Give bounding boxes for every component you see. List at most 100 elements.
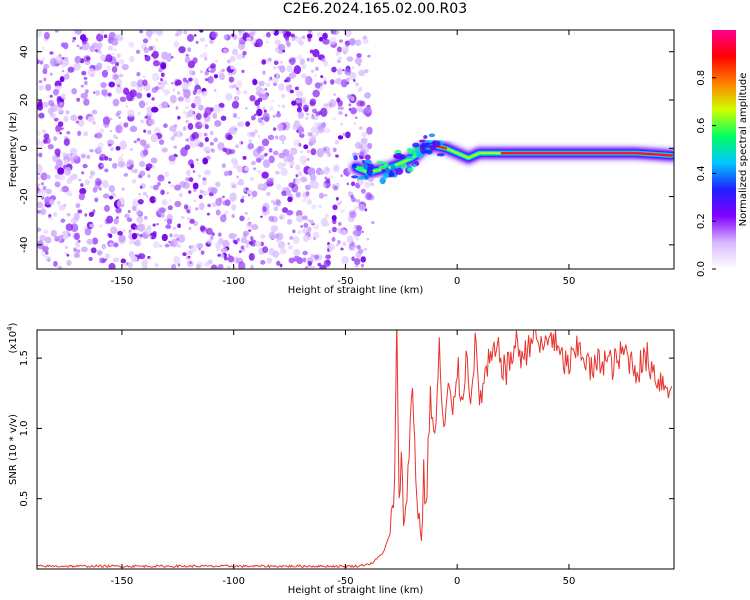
noise-speckle	[85, 37, 89, 42]
noise-speckle	[74, 56, 81, 64]
noise-speckle	[112, 162, 118, 169]
noise-speckle	[312, 48, 320, 58]
noise-speckle	[248, 241, 254, 245]
noise-speckle	[178, 46, 186, 54]
noise-speckle	[130, 255, 138, 263]
noise-speckle	[204, 106, 212, 116]
noise-speckle	[248, 229, 252, 232]
noise-speckle	[106, 65, 111, 71]
noise-speckle	[49, 51, 54, 55]
noise-speckle	[336, 59, 342, 64]
noise-speckle	[81, 41, 90, 51]
noise-speckle	[161, 147, 168, 153]
noise-speckle	[297, 230, 302, 235]
noise-speckle	[127, 209, 131, 214]
noise-speckle	[273, 66, 277, 70]
noise-speckle	[37, 130, 41, 136]
noise-speckle	[261, 138, 270, 147]
noise-speckle	[228, 232, 236, 240]
noise-speckle	[60, 218, 66, 223]
noise-speckle	[118, 73, 124, 78]
noise-speckle	[56, 131, 60, 135]
ridge-blob	[366, 168, 373, 176]
ridge-blob	[385, 168, 391, 174]
x-tick-label: -100	[222, 576, 245, 587]
noise-speckle	[336, 46, 342, 53]
noise-speckle	[331, 66, 337, 73]
noise-speckle	[228, 84, 234, 89]
noise-speckle	[186, 209, 190, 213]
noise-speckle	[66, 253, 70, 257]
noise-speckle	[232, 48, 239, 56]
noise-speckle	[188, 226, 192, 231]
noise-speckle	[288, 72, 297, 79]
noise-speckle	[364, 248, 367, 251]
noise-speckle	[106, 215, 114, 224]
ridge-blobs	[351, 133, 445, 185]
ridge-blob	[390, 164, 396, 171]
noise-speckle	[349, 38, 356, 46]
ridge-blob	[394, 152, 404, 160]
noise-speckle	[92, 237, 99, 245]
noise-speckle	[296, 106, 302, 113]
noise-speckle	[145, 102, 149, 106]
noise-speckle	[344, 113, 348, 117]
noise-speckle	[240, 245, 245, 250]
noise-speckle	[275, 232, 284, 241]
noise-speckle	[246, 222, 252, 229]
noise-speckle	[158, 86, 162, 90]
noise-speckle	[231, 214, 235, 219]
noise-speckle	[131, 232, 138, 240]
noise-speckle	[248, 139, 252, 144]
ridge-blob	[436, 153, 445, 157]
noise-speckle	[88, 256, 93, 262]
noise-speckle	[286, 219, 293, 225]
noise-speckle	[189, 244, 197, 253]
noise-speckle	[301, 35, 306, 40]
noise-speckle	[217, 142, 225, 151]
noise-speckle	[196, 242, 204, 249]
noise-speckle	[172, 226, 177, 231]
noise-speckle	[300, 176, 308, 183]
noise-speckle	[147, 129, 152, 135]
ridge-hot-segment	[500, 151, 674, 157]
noise-speckle	[246, 189, 252, 195]
noise-speckle	[142, 143, 150, 150]
noise-speckle	[320, 107, 328, 118]
noise-speckle	[312, 89, 320, 98]
noise-speckle	[72, 39, 75, 43]
noise-speckle	[168, 154, 176, 162]
noise-speckle	[204, 70, 209, 76]
noise-speckle	[323, 193, 328, 197]
spectrogram-frame	[36, 29, 675, 270]
noise-speckle	[107, 233, 111, 237]
y-tick-label: 0	[19, 145, 30, 151]
noise-speckle	[163, 123, 168, 129]
noise-speckle	[199, 70, 204, 74]
snr-frame	[36, 329, 675, 570]
noise-speckle	[136, 215, 144, 224]
noise-speckle	[45, 83, 52, 91]
noise-speckle	[327, 152, 332, 158]
noise-speckle	[105, 54, 113, 63]
noise-speckle	[237, 121, 245, 128]
noise-speckle	[169, 199, 172, 202]
noise-speckle	[301, 73, 307, 79]
noise-speckle	[360, 137, 368, 144]
noise-speckle	[56, 159, 63, 168]
noise-speckle	[296, 215, 304, 223]
noise-speckle	[266, 191, 271, 197]
noise-speckle	[307, 219, 311, 223]
noise-speckle	[195, 158, 199, 162]
noise-speckle	[236, 87, 239, 91]
noise-speckle	[128, 229, 132, 232]
y-tick-label: -20	[19, 188, 30, 204]
noise-speckle	[254, 130, 259, 134]
noise-speckle	[329, 99, 337, 108]
noise-speckle	[218, 107, 224, 112]
noise-speckle	[244, 211, 249, 215]
noise-speckle	[199, 189, 204, 194]
noise-speckle	[247, 217, 251, 221]
noise-speckle	[207, 239, 213, 245]
noise-speckle	[235, 144, 240, 149]
